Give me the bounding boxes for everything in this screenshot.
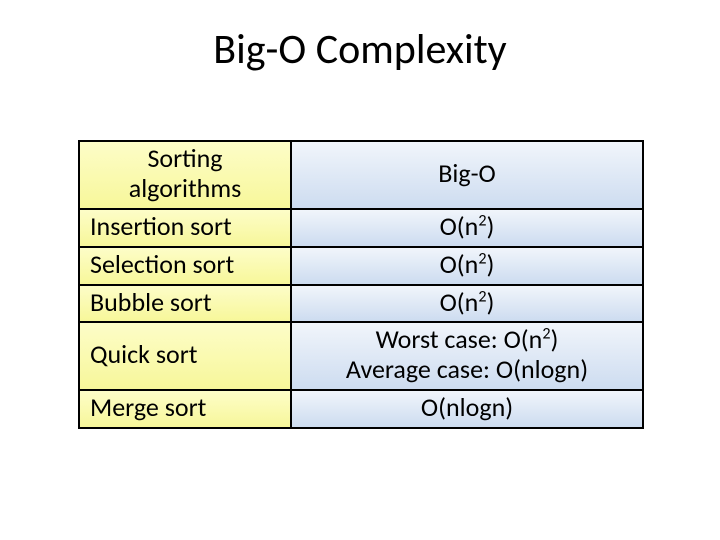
- bigo-cell: O(n2): [291, 285, 643, 323]
- complexity-table-wrap: Sortingalgorithms Big-O Insertion sort O…: [78, 140, 642, 429]
- bigo-exp: 2: [478, 211, 486, 230]
- table-row: Bubble sort O(n2): [79, 285, 643, 323]
- slide: Big-O Complexity Sortingalgorithms Big-O…: [0, 0, 720, 540]
- bigo-line2: Average case: O(nlogn): [346, 353, 588, 385]
- bigo-exp: 2: [478, 249, 486, 268]
- bigo-text: O(n: [440, 286, 479, 318]
- complexity-table: Sortingalgorithms Big-O Insertion sort O…: [78, 140, 644, 429]
- col-header-algorithms: Sortingalgorithms: [79, 141, 291, 209]
- bigo-tail: ): [487, 248, 495, 280]
- col-header-bigo: Big-O: [291, 141, 643, 209]
- bigo-exp: 2: [478, 287, 486, 306]
- bigo-cell: Worst case: O(n2) Average case: O(nlogn): [291, 322, 643, 390]
- bigo-line1-post: ): [551, 323, 559, 355]
- table-row: Selection sort O(n2): [79, 247, 643, 285]
- page-title: Big-O Complexity: [0, 24, 720, 75]
- table-row: Quick sort Worst case: O(n2) Average cas…: [79, 322, 643, 390]
- bigo-tail: ): [487, 210, 495, 242]
- algo-cell: Bubble sort: [79, 285, 291, 323]
- bigo-cell: O(n2): [291, 247, 643, 285]
- bigo-tail: ): [487, 286, 495, 318]
- bigo-cell: O(nlogn): [291, 390, 643, 428]
- algo-cell: Quick sort: [79, 322, 291, 390]
- algo-cell: Selection sort: [79, 247, 291, 285]
- table-row: Merge sort O(nlogn): [79, 390, 643, 428]
- table-header-row: Sortingalgorithms Big-O: [79, 141, 643, 209]
- table-row: Insertion sort O(n2): [79, 209, 643, 247]
- algo-cell: Merge sort: [79, 390, 291, 428]
- algo-cell: Insertion sort: [79, 209, 291, 247]
- bigo-text: O(n: [440, 248, 479, 280]
- bigo-cell: O(n2): [291, 209, 643, 247]
- bigo-text: O(n: [440, 210, 479, 242]
- col-header-algorithms-line1: Sortingalgorithms: [129, 142, 242, 204]
- bigo-line1-exp: 2: [542, 325, 550, 344]
- bigo-line1-pre: Worst case: O(n: [376, 323, 543, 355]
